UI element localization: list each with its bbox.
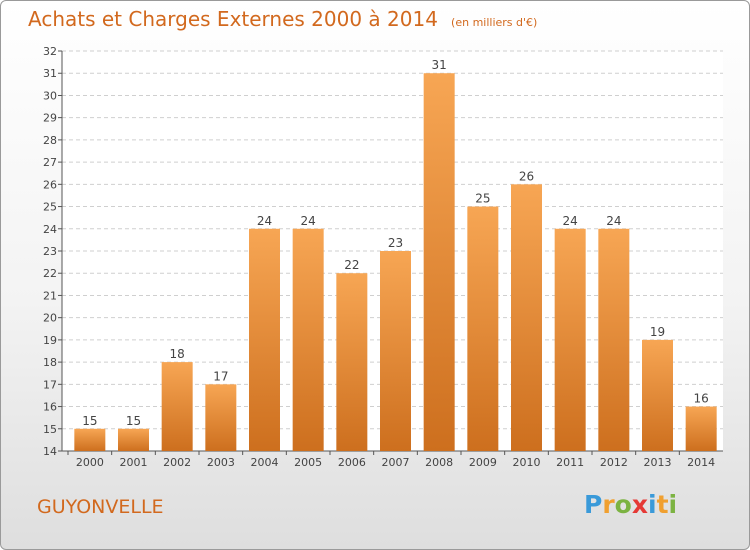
bar [598, 228, 630, 451]
x-tick-label: 2013 [644, 456, 672, 469]
y-tick-label: 15 [43, 423, 57, 436]
x-tick-label: 2009 [469, 456, 497, 469]
bar [161, 362, 193, 451]
bar [249, 228, 280, 451]
data-label: 15 [82, 414, 97, 428]
data-label: 24 [257, 214, 272, 228]
x-tick-label: 2011 [556, 456, 584, 469]
logo-letter: o [614, 490, 632, 519]
title-block: Achats et Charges Externes 2000 à 2014 (… [28, 7, 537, 31]
data-label: 24 [606, 214, 621, 228]
bar [118, 428, 149, 451]
x-tick-label: 2006 [338, 456, 366, 469]
chart-title: Achats et Charges Externes 2000 à 2014 [28, 7, 438, 31]
x-tick-label: 2000 [76, 456, 104, 469]
x-tick-label: 2010 [513, 456, 541, 469]
x-tick-label: 2014 [687, 456, 715, 469]
proxiti-logo: Proxiti [584, 490, 677, 519]
x-tick-label: 2004 [251, 456, 279, 469]
y-tick-label: 26 [43, 178, 57, 191]
x-tick-label: 2003 [207, 456, 235, 469]
y-tick-label: 20 [43, 312, 57, 325]
data-label: 18 [170, 347, 185, 361]
y-tick-label: 19 [43, 334, 57, 347]
bar [74, 428, 106, 451]
y-tick-label: 28 [43, 134, 57, 147]
y-tick-label: 31 [43, 67, 57, 80]
bar [292, 228, 324, 451]
y-tick-label: 29 [43, 112, 57, 125]
y-tick-label: 30 [43, 89, 57, 102]
bar [511, 184, 542, 452]
logo-letter: i [668, 490, 678, 519]
x-tick-label: 2001 [120, 456, 148, 469]
data-label: 23 [388, 236, 403, 250]
commune-name: GUYONVELLE [37, 496, 164, 518]
bar [554, 228, 586, 451]
data-label: 25 [475, 192, 490, 206]
logo-letter: i [648, 490, 657, 519]
y-tick-label: 22 [43, 267, 57, 280]
data-label: 24 [301, 214, 316, 228]
y-tick-label: 18 [43, 356, 57, 369]
bar [467, 206, 499, 451]
logo-letter: t [656, 490, 669, 519]
data-label: 26 [519, 169, 534, 183]
logo-letter: P [584, 490, 603, 519]
y-tick-label: 32 [43, 45, 57, 58]
chart-subtitle: (en milliers d'€) [451, 16, 538, 29]
y-tick-label: 25 [43, 201, 57, 214]
x-tick-label: 2002 [163, 456, 191, 469]
bar [336, 273, 368, 451]
bar [380, 251, 411, 451]
data-label: 16 [694, 392, 709, 406]
x-tick-label: 2007 [382, 456, 410, 469]
y-tick-label: 17 [43, 378, 57, 391]
data-label: 19 [650, 325, 665, 339]
data-label: 15 [126, 414, 141, 428]
y-tick-label: 23 [43, 245, 57, 258]
data-label: 17 [213, 369, 228, 383]
y-tick-label: 21 [43, 289, 57, 302]
x-tick-label: 2008 [425, 456, 453, 469]
data-label: 24 [563, 214, 578, 228]
x-tick-label: 2012 [600, 456, 628, 469]
data-label: 31 [432, 58, 447, 72]
x-tick-label: 2005 [294, 456, 322, 469]
y-tick-label: 14 [43, 445, 57, 458]
y-tick-label: 27 [43, 156, 57, 169]
y-tick-label: 24 [43, 223, 57, 236]
bar [642, 339, 673, 451]
logo-letter: r [602, 490, 615, 519]
y-tick-label: 16 [43, 401, 57, 414]
data-label: 22 [344, 258, 359, 272]
bar [205, 384, 237, 451]
logo-letter: x [631, 490, 648, 519]
bar [685, 406, 717, 451]
bar [423, 73, 455, 451]
